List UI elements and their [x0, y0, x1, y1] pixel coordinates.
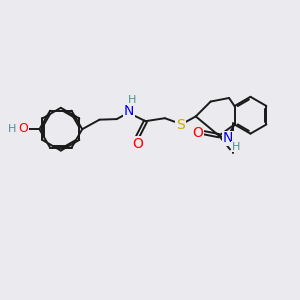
Text: S: S: [176, 118, 185, 132]
Text: O: O: [192, 126, 203, 140]
Text: N: N: [223, 131, 233, 146]
Text: N: N: [124, 104, 134, 118]
Text: H: H: [8, 124, 16, 134]
Text: H: H: [232, 142, 240, 152]
Text: O: O: [18, 122, 28, 135]
Text: O: O: [132, 137, 143, 151]
Text: H: H: [128, 95, 136, 105]
